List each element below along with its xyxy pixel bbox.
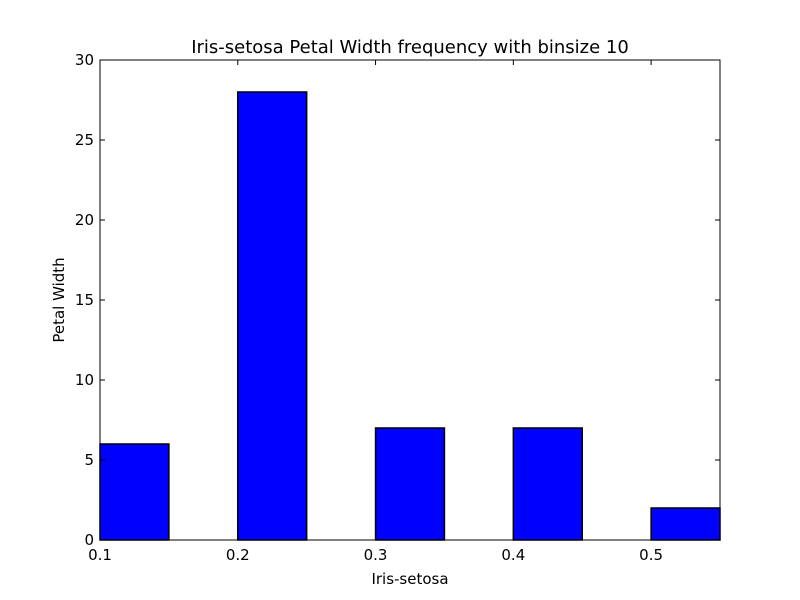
x-tick-label-3: 0.4	[501, 546, 525, 564]
y-tick-label-5: 25	[75, 131, 94, 149]
x-tick-label-4: 0.5	[639, 546, 663, 564]
y-tick-label-0: 0	[84, 531, 94, 549]
axis-ticks-group: 0.1 0.2 0.3 0.4 0.5 0 5 10 15 20 25 30	[75, 51, 720, 564]
x-tick-label-2: 0.3	[364, 546, 388, 564]
y-tick-label-6: 30	[75, 51, 94, 69]
y-tick-label-2: 10	[75, 371, 94, 389]
y-tick-label-3: 15	[75, 291, 94, 309]
x-tick-label-0: 0.1	[88, 546, 112, 564]
x-axis-title: Iris-setosa	[371, 570, 448, 588]
bar-2	[374, 427, 446, 541]
bar-3	[512, 427, 583, 541]
y-tick-label-4: 20	[75, 211, 94, 229]
bar-1	[237, 91, 308, 541]
y-tick-label-1: 5	[84, 451, 94, 469]
bars-group	[99, 91, 721, 541]
y-axis-title: Petal Width	[50, 257, 68, 342]
x-tick-label-1: 0.2	[226, 546, 250, 564]
bar-4	[650, 507, 721, 541]
chart-title: Iris-setosa Petal Width frequency with b…	[191, 37, 629, 58]
bar-0	[99, 443, 170, 541]
